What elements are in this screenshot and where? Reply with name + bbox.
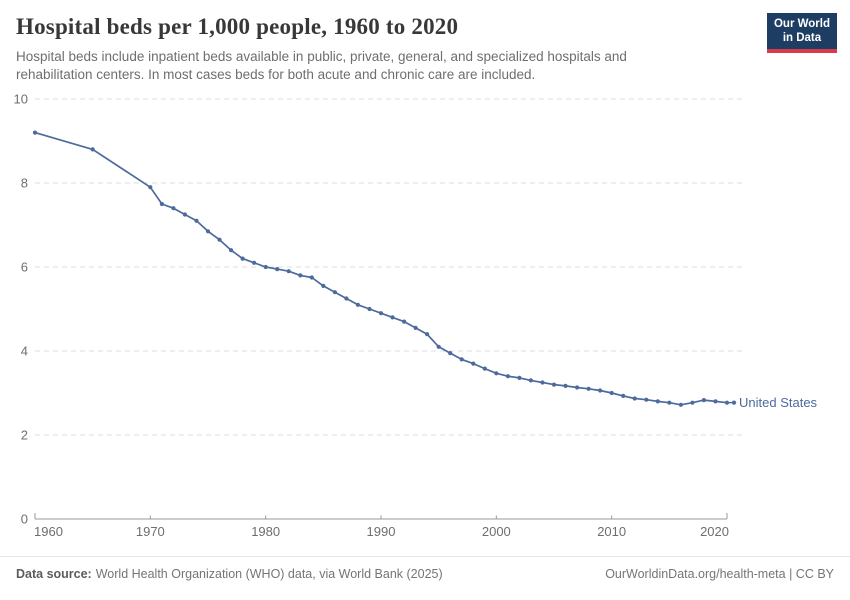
y-tick-label: 10 [14, 91, 28, 106]
y-tick-label: 8 [21, 175, 28, 190]
data-point [598, 388, 603, 393]
x-tick-label: 1980 [251, 524, 280, 539]
series-united-states: United States [32, 130, 818, 410]
x-tick-label: 2000 [482, 524, 511, 539]
data-point [517, 375, 522, 380]
data-point [263, 264, 268, 269]
data-point [505, 373, 510, 378]
data-point [690, 400, 695, 405]
data-point [575, 385, 580, 390]
data-point [159, 201, 164, 206]
x-tick-label: 2020 [700, 524, 729, 539]
y-tick-label: 4 [21, 343, 28, 358]
x-tick-label: 1990 [367, 524, 396, 539]
data-point [148, 184, 153, 189]
series-label: United States [739, 395, 818, 410]
chart-subtitle: Hospital beds include inpatient beds ava… [16, 49, 627, 82]
data-source-value: World Health Organization (WHO) data, vi… [95, 567, 443, 581]
data-point [413, 325, 418, 330]
data-point [332, 289, 337, 294]
data-point [309, 275, 314, 280]
data-point [632, 396, 637, 401]
data-point [540, 380, 545, 385]
data-point [667, 400, 672, 405]
license-link[interactable]: OurWorldinData.org/health-meta | CC BY [605, 567, 834, 581]
x-axis [34, 512, 728, 520]
data-point [367, 306, 372, 311]
x-tick-label: 2010 [597, 524, 626, 539]
data-source-label: Data source: [16, 567, 92, 581]
data-point [182, 212, 187, 217]
x-axis-labels: 1960 1970 1980 1990 2000 2010 2020 [34, 524, 729, 539]
data-source-text: Data source: World Health Organization (W… [16, 567, 443, 581]
chart-title: Hospital beds per 1,000 people, 1960 to … [16, 14, 459, 39]
owid-logo[interactable]: Our World in Data [766, 13, 837, 53]
line-chart: 0 2 4 6 8 10 1960 1970 1980 1990 2000 2010 2020 Unite… [14, 91, 818, 539]
data-point [448, 350, 453, 355]
data-point [678, 402, 684, 407]
data-point [32, 130, 38, 135]
x-tick-label: 1960 [34, 524, 63, 539]
data-point [644, 397, 649, 402]
data-point [171, 205, 176, 210]
data-point [90, 146, 95, 152]
data-point [194, 218, 199, 223]
data-point [655, 398, 660, 404]
data-point [563, 383, 568, 388]
owid-logo-line2: in Data [782, 32, 822, 45]
gridlines [35, 98, 742, 436]
data-point [482, 366, 487, 371]
owid-logo-line1: Our World [773, 18, 830, 30]
y-axis-labels: 0 2 4 6 8 10 [14, 91, 28, 526]
x-tick-label: 1970 [136, 524, 165, 539]
data-point [621, 393, 626, 398]
data-point [402, 319, 407, 324]
y-tick-label: 6 [21, 259, 28, 274]
chart-header: Hospital beds per 1,000 people, 1960 to … [0, 0, 850, 84]
data-point [275, 266, 280, 271]
data-point [205, 228, 211, 234]
data-point [609, 390, 614, 395]
data-point [355, 302, 360, 307]
data-point [471, 361, 476, 366]
data-point [586, 386, 591, 391]
data-point [701, 397, 707, 402]
data-point [436, 344, 441, 349]
data-point [298, 272, 303, 278]
data-point [286, 268, 291, 273]
y-tick-label: 2 [21, 427, 28, 442]
data-point [240, 256, 245, 261]
data-point [344, 296, 349, 301]
data-point [459, 356, 464, 362]
data-point [713, 398, 718, 404]
series-line [34, 131, 728, 406]
y-tick-label: 0 [21, 511, 28, 526]
data-point [321, 283, 326, 288]
data-point [551, 382, 557, 387]
data-point [425, 331, 430, 336]
chart-footer: Data source: World Health Organization (W… [0, 556, 850, 600]
data-point [378, 310, 384, 315]
data-point [494, 370, 499, 376]
series-label-dot [731, 400, 737, 405]
data-point [217, 237, 222, 242]
data-point [528, 377, 534, 383]
data-point [252, 260, 257, 265]
data-point [390, 314, 395, 320]
data-point [229, 247, 234, 252]
